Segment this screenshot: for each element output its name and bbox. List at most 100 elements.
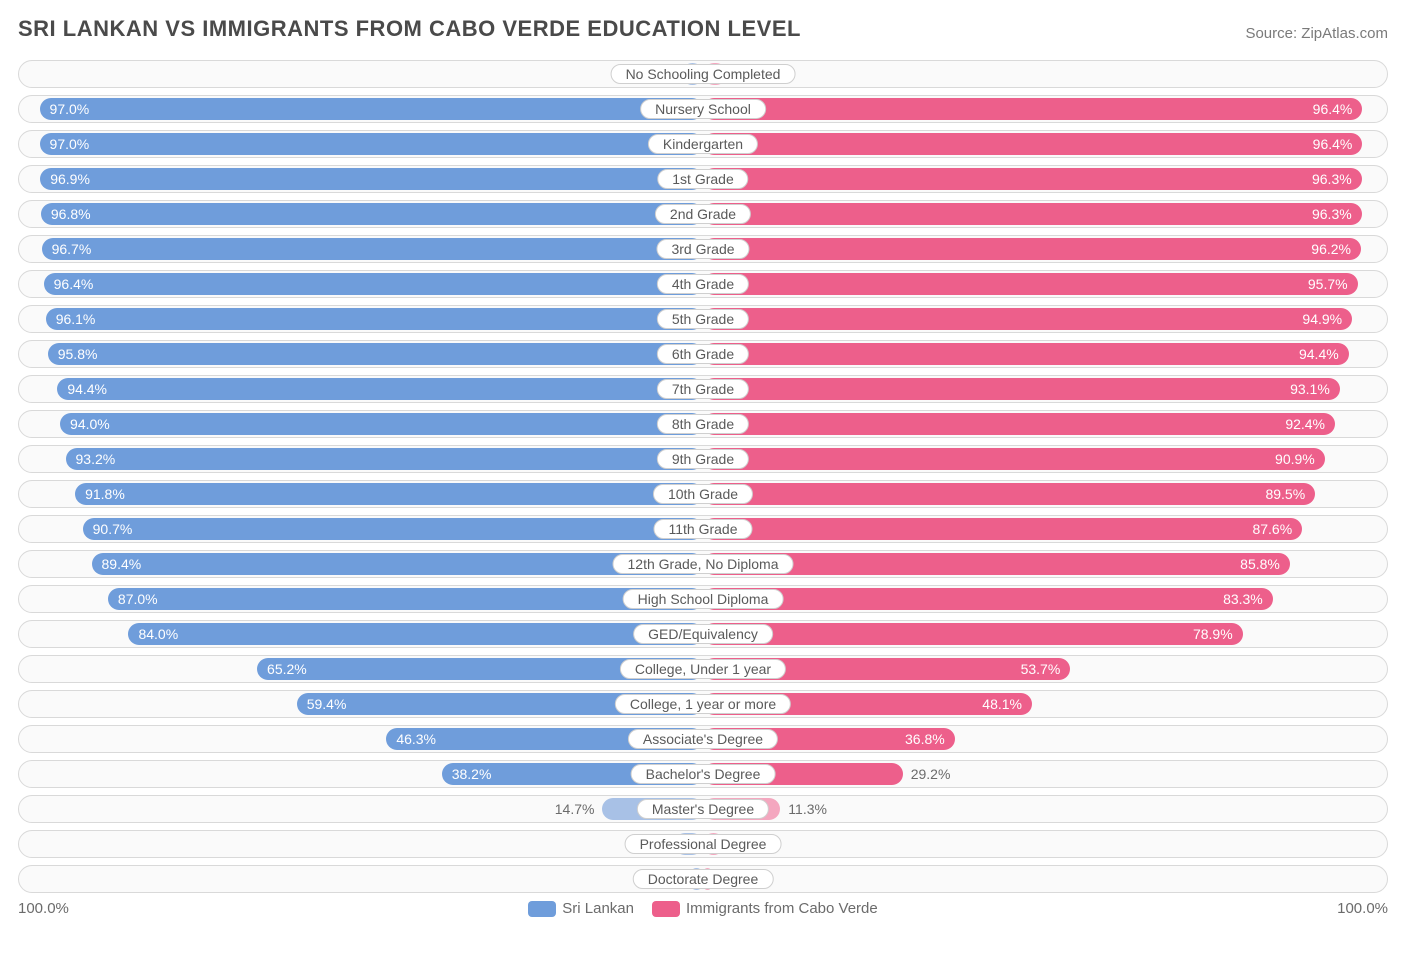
category-label: College, Under 1 year bbox=[620, 659, 786, 679]
chart-row: 95.8% 94.4%6th Grade bbox=[18, 340, 1388, 368]
value-right: 85.8% bbox=[1240, 553, 1280, 575]
value-left: 97.0% bbox=[50, 98, 90, 120]
bar-right: 94.9% bbox=[703, 308, 1352, 330]
value-right: 29.2% bbox=[911, 761, 951, 787]
bar-right: 96.3% bbox=[703, 203, 1362, 225]
bar-left: 96.1% bbox=[46, 308, 703, 330]
category-label: 8th Grade bbox=[657, 414, 749, 434]
chart-row: 84.0% 78.9% GED/Equivalency bbox=[18, 620, 1388, 648]
bar-right: 87.6% bbox=[703, 518, 1302, 540]
bar-right: 96.3% bbox=[703, 168, 1362, 190]
category-label: No Schooling Completed bbox=[611, 64, 796, 84]
bar-left: 97.0% bbox=[40, 98, 703, 120]
value-right: 78.9% bbox=[1193, 623, 1233, 645]
bar-right: 78.9% bbox=[703, 623, 1243, 645]
category-label: 11th Grade bbox=[653, 519, 752, 539]
chart-row: 4.3%3.1%Professional Degree bbox=[18, 830, 1388, 858]
value-left: 91.8% bbox=[85, 483, 125, 505]
category-label: High School Diploma bbox=[623, 589, 784, 609]
value-left: 84.0% bbox=[138, 623, 178, 645]
chart-row: 96.9% 96.3% 1st Grade bbox=[18, 165, 1388, 193]
bar-left: 84.0% bbox=[128, 623, 703, 645]
chart-row: 89.4% 85.8% 12th Grade, No Diploma bbox=[18, 550, 1388, 578]
bar-right: 96.2% bbox=[703, 238, 1361, 260]
bar-right: 83.3% bbox=[703, 588, 1273, 610]
value-left: 95.8% bbox=[58, 343, 98, 365]
category-label: 12th Grade, No Diploma bbox=[613, 554, 794, 574]
chart-row: 94.0% 92.4% 8th Grade bbox=[18, 410, 1388, 438]
bar-right: 96.4% bbox=[703, 98, 1362, 120]
value-left: 97.0% bbox=[50, 133, 90, 155]
chart-row: 96.7%96.2%3rd Grade bbox=[18, 235, 1388, 263]
category-label: Doctorate Degree bbox=[633, 869, 774, 889]
value-left: 96.8% bbox=[51, 203, 91, 225]
value-right: 94.9% bbox=[1302, 308, 1342, 330]
value-right: 96.4% bbox=[1313, 133, 1353, 155]
bar-left: 89.4% bbox=[92, 553, 703, 575]
bar-left: 94.4% bbox=[57, 378, 703, 400]
value-left: 87.0% bbox=[118, 588, 158, 610]
value-right: 96.3% bbox=[1312, 168, 1352, 190]
value-right: 96.3% bbox=[1312, 203, 1352, 225]
legend-item-right: Immigrants from Cabo Verde bbox=[652, 900, 878, 917]
chart-row: 46.3%36.8%Associate's Degree bbox=[18, 725, 1388, 753]
chart-row: 91.8% 89.5% 10th Grade bbox=[18, 480, 1388, 508]
chart-footer: 100.0% Sri Lankan Immigrants from Cabo V… bbox=[18, 900, 1388, 917]
category-label: Professional Degree bbox=[625, 834, 782, 854]
value-left: 96.7% bbox=[52, 238, 92, 260]
category-label: 9th Grade bbox=[657, 449, 749, 469]
value-left: 46.3% bbox=[396, 728, 436, 750]
category-label: 6th Grade bbox=[657, 344, 749, 364]
bar-left: 93.2% bbox=[66, 448, 703, 470]
bar-left: 90.7% bbox=[83, 518, 703, 540]
value-right: 89.5% bbox=[1265, 483, 1305, 505]
bar-left: 96.9% bbox=[40, 168, 703, 190]
bar-right: 94.4% bbox=[703, 343, 1349, 365]
value-right: 48.1% bbox=[982, 693, 1022, 715]
value-right: 92.4% bbox=[1285, 413, 1325, 435]
bar-left: 95.8% bbox=[48, 343, 703, 365]
value-left: 65.2% bbox=[267, 658, 307, 680]
value-left: 94.4% bbox=[67, 378, 107, 400]
chart-row: 96.8%96.3%2nd Grade bbox=[18, 200, 1388, 228]
chart-row: 14.7%11.3%Master's Degree bbox=[18, 795, 1388, 823]
value-right: 11.3% bbox=[788, 796, 827, 822]
chart-row: 90.7% 87.6% 11th Grade bbox=[18, 515, 1388, 543]
chart-row: 93.2%90.9%9th Grade bbox=[18, 445, 1388, 473]
axis-max-right: 100.0% bbox=[1337, 900, 1388, 917]
value-right: 53.7% bbox=[1021, 658, 1061, 680]
category-label: Kindergarten bbox=[648, 134, 758, 154]
value-left: 94.0% bbox=[70, 413, 110, 435]
chart-row: 94.4% 93.1%7th Grade bbox=[18, 375, 1388, 403]
category-label: Bachelor's Degree bbox=[631, 764, 776, 784]
value-left: 96.4% bbox=[54, 273, 94, 295]
legend-label-right: Immigrants from Cabo Verde bbox=[686, 900, 878, 917]
chart-row: 87.0% 83.3%High School Diploma bbox=[18, 585, 1388, 613]
bar-right: 93.1% bbox=[703, 378, 1340, 400]
category-label: 10th Grade bbox=[653, 484, 753, 504]
category-label: College, 1 year or more bbox=[615, 694, 791, 714]
legend-swatch-left bbox=[528, 901, 556, 917]
value-right: 87.6% bbox=[1252, 518, 1292, 540]
category-label: 7th Grade bbox=[657, 379, 749, 399]
value-left: 59.4% bbox=[307, 693, 347, 715]
bar-right: 92.4% bbox=[703, 413, 1335, 435]
value-left: 93.2% bbox=[76, 448, 116, 470]
chart-row: 96.1%94.9%5th Grade bbox=[18, 305, 1388, 333]
legend-label-left: Sri Lankan bbox=[562, 900, 634, 917]
legend-item-left: Sri Lankan bbox=[528, 900, 634, 917]
diverging-bar-chart: 3.0%3.5%No Schooling Completed97.0%96.4%… bbox=[18, 60, 1388, 893]
value-left: 38.2% bbox=[452, 763, 492, 785]
category-label: GED/Equivalency bbox=[633, 624, 773, 644]
category-label: 1st Grade bbox=[657, 169, 748, 189]
chart-header: SRI LANKAN VS IMMIGRANTS FROM CABO VERDE… bbox=[18, 16, 1388, 42]
bar-left: 96.8% bbox=[41, 203, 703, 225]
value-right: 96.2% bbox=[1311, 238, 1351, 260]
category-label: 4th Grade bbox=[657, 274, 749, 294]
bar-right: 95.7% bbox=[703, 273, 1358, 295]
chart-row: 97.0%96.4%Nursery School bbox=[18, 95, 1388, 123]
value-right: 95.7% bbox=[1308, 273, 1348, 295]
chart-title: SRI LANKAN VS IMMIGRANTS FROM CABO VERDE… bbox=[18, 16, 801, 42]
bar-left: 87.0% bbox=[108, 588, 703, 610]
category-label: Associate's Degree bbox=[628, 729, 778, 749]
